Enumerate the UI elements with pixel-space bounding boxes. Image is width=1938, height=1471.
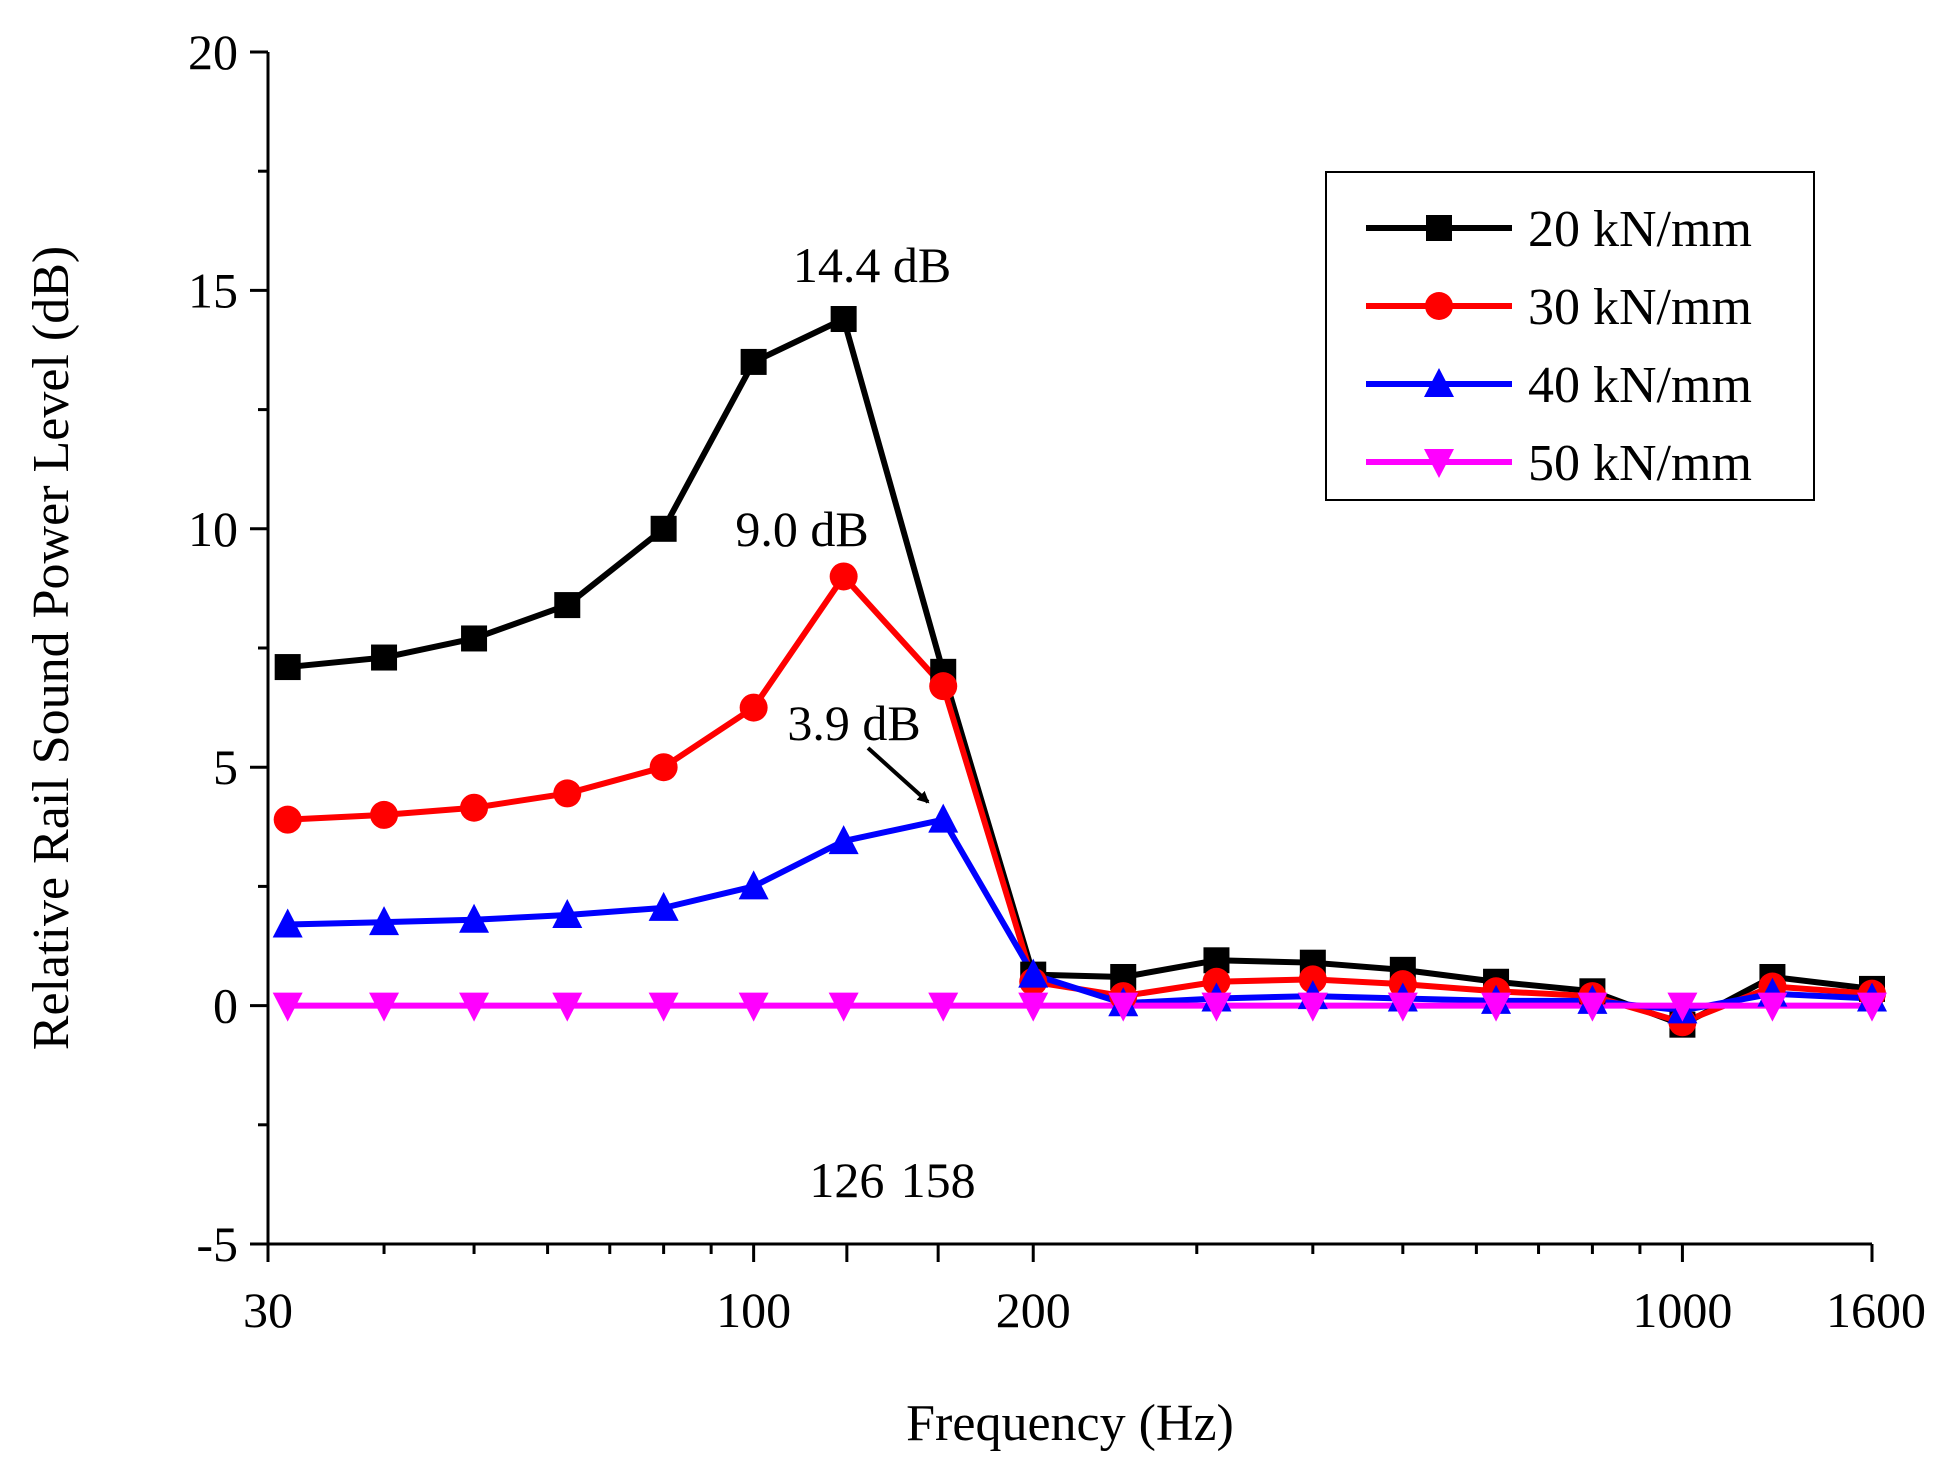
x-tick-label: 158 [901,1152,976,1208]
x-tick-label: 200 [996,1282,1071,1338]
data-point-s3-16 [1757,992,1788,1022]
data-point-s0-1 [371,644,398,671]
y-tick-label: 5 [213,739,238,795]
x-ticks: 30 100 126 158 200 1000 1600 [243,1152,1926,1338]
data-point-s1-11 [1298,965,1327,994]
data-point-s3-5 [738,992,769,1022]
data-point-s2-3 [552,899,583,929]
data-point-s3-10 [1201,992,1232,1022]
data-point-s2-4 [648,891,679,921]
x-tick-label: 30 [243,1282,293,1338]
y-ticks: -5 0 5 10 15 20 [188,24,268,1272]
data-point-s3-4 [648,992,679,1022]
y-tick-label: 15 [188,262,238,318]
legend-marker-3 [1424,449,1454,478]
y-tick-label: 20 [188,24,238,80]
series-line-1 [287,573,1873,1026]
data-point-s3-12 [1387,992,1418,1022]
data-point-s3-7 [928,992,959,1022]
data-point-s1-10 [1202,967,1231,996]
data-point-s1-4 [649,753,678,782]
data-point-s1-6 [829,562,858,591]
annotation-peak-40: 3.9 dB [787,695,920,751]
data-point-s3-8 [1018,992,1049,1022]
data-point-s2-7 [928,803,959,833]
plot-lines [287,316,1873,1028]
data-point-s1-5 [739,693,768,722]
x-axis-title: Frequency (Hz) [906,1395,1234,1452]
data-point-s0-2 [461,625,488,652]
data-point-s0-5 [740,348,767,375]
x-tick-label: 1600 [1826,1282,1926,1338]
legend-label-0: 20 kN/mm [1528,201,1752,258]
plot-markers [272,306,1887,1038]
data-point-s3-13 [1481,992,1512,1022]
annotation-arrow [866,746,930,804]
y-tick-label: 10 [188,501,238,557]
data-point-s1-0 [273,805,302,834]
x-tick-label: 1000 [1632,1282,1732,1338]
annotation-peak-30: 9.0 dB [735,501,868,557]
data-point-s3-17 [1857,992,1887,1022]
legend-label-1: 30 kN/mm [1528,279,1752,336]
data-point-s0-6 [830,306,857,333]
data-point-s1-2 [460,793,489,822]
data-point-s3-15 [1667,992,1698,1022]
legend-label-3: 50 kN/mm [1528,435,1752,492]
series-line-0 [287,316,1873,1028]
y-tick-label: 0 [213,978,238,1034]
y-axis-title: Relative Rail Sound Power Level (dB) [23,246,80,1050]
legend-marker-2 [1424,368,1454,397]
data-point-s2-5 [738,870,769,900]
x-tick-label: 126 [809,1152,884,1208]
data-point-s2-8 [1018,958,1049,988]
y-tick-label: -5 [196,1216,238,1272]
x-tick-label: 100 [716,1282,791,1338]
annotations: 14.4 dB 9.0 dB 3.9 dB [735,237,951,804]
data-point-s3-6 [828,992,859,1022]
data-point-s3-0 [272,992,303,1022]
data-point-s3-2 [459,992,490,1022]
series-line-2 [287,816,1873,1014]
data-point-s1-7 [929,672,958,701]
data-point-s2-0 [272,908,303,938]
legend-marker-0 [1426,215,1452,241]
data-point-s1-3 [553,779,582,808]
data-point-s2-1 [369,906,400,936]
legend-marker-1 [1425,292,1453,320]
data-point-s2-6 [828,825,859,855]
data-point-s1-1 [370,800,399,829]
data-point-s0-4 [650,515,677,542]
data-point-s3-3 [552,992,583,1022]
legend: 20 kN/mm 30 kN/mm 40 kN/mm 50 kN/mm [1325,171,1815,501]
data-point-s0-0 [274,654,301,681]
annotation-peak-20: 14.4 dB [793,237,951,293]
data-point-s3-14 [1577,992,1608,1022]
data-point-s3-11 [1297,992,1328,1022]
data-point-s3-1 [369,992,400,1022]
data-point-s3-9 [1108,992,1139,1022]
data-point-s0-3 [554,592,581,619]
legend-label-2: 40 kN/mm [1528,357,1752,414]
data-point-s2-2 [459,903,490,933]
